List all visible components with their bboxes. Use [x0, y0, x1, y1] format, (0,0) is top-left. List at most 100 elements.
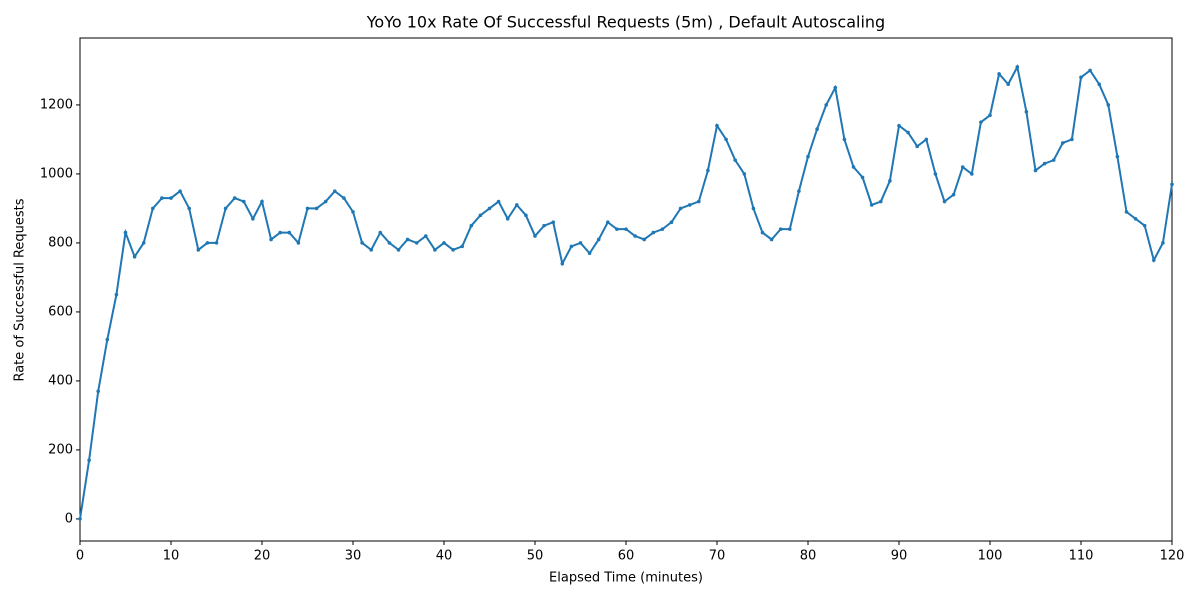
data-point	[769, 237, 774, 242]
data-point	[405, 237, 410, 242]
data-point	[651, 230, 656, 235]
data-point	[578, 241, 583, 245]
x-tick-label: 30	[345, 549, 362, 564]
data-point	[560, 261, 565, 266]
data-point	[942, 199, 947, 204]
data-point	[760, 230, 765, 235]
data-point	[642, 237, 646, 242]
data-point	[569, 244, 574, 249]
data-point	[351, 210, 355, 214]
data-point	[1088, 68, 1092, 73]
data-point	[606, 220, 610, 225]
data-point	[924, 137, 929, 142]
data-point	[888, 179, 892, 183]
data-point	[851, 165, 856, 169]
chart-title: YoYo 10x Rate Of Successful Requests (5m…	[366, 13, 885, 32]
x-tick-label: 50	[527, 549, 544, 564]
x-tick-label: 80	[800, 549, 817, 564]
x-tick-label: 10	[163, 549, 180, 564]
data-point	[815, 127, 819, 131]
data-point	[860, 175, 865, 180]
x-tick-label: 20	[254, 549, 271, 564]
data-point	[278, 230, 283, 235]
data-point	[697, 199, 701, 204]
data-point	[205, 241, 210, 245]
y-tick-label: 0	[65, 511, 73, 526]
data-point	[869, 203, 874, 207]
data-point	[1097, 82, 1101, 87]
x-tick-label: 100	[978, 549, 1003, 564]
data-point	[788, 227, 792, 231]
data-point	[1042, 161, 1047, 166]
y-tick-label: 800	[48, 235, 73, 250]
data-point	[1079, 75, 1083, 80]
data-point	[687, 203, 692, 207]
data-point	[633, 234, 637, 238]
data-point	[1152, 258, 1156, 262]
data-point	[915, 144, 919, 149]
data-point	[533, 234, 537, 238]
data-point	[287, 230, 292, 235]
data-point	[1061, 141, 1065, 145]
data-point	[87, 458, 91, 463]
data-point	[824, 103, 828, 107]
data-point	[296, 241, 301, 245]
data-point	[906, 130, 910, 135]
data-point	[706, 168, 710, 173]
data-point	[970, 172, 974, 176]
data-point	[196, 248, 201, 252]
y-tick-label: 400	[48, 373, 73, 388]
data-point	[724, 137, 728, 142]
data-point	[114, 292, 119, 297]
data-point	[223, 206, 228, 211]
data-point	[1015, 65, 1020, 69]
data-point	[1133, 216, 1138, 221]
data-point	[1033, 168, 1038, 173]
data-point	[1161, 241, 1165, 245]
data-point	[396, 248, 401, 252]
data-point	[314, 206, 319, 211]
data-line	[79, 64, 1173, 520]
data-point	[624, 227, 628, 231]
data-point	[323, 199, 328, 204]
data-point	[524, 213, 528, 218]
data-point	[378, 230, 383, 235]
data-point	[187, 206, 191, 211]
data-point	[742, 172, 747, 176]
data-point	[678, 206, 683, 211]
data-point	[596, 237, 601, 242]
data-point	[160, 196, 164, 200]
data-point	[587, 251, 592, 256]
data-point	[960, 165, 965, 169]
data-point	[1106, 103, 1111, 107]
data-point	[251, 216, 255, 221]
data-point	[842, 137, 847, 142]
data-point	[1124, 210, 1129, 214]
x-tick-label: 120	[1160, 549, 1185, 564]
data-point	[797, 189, 801, 193]
data-point	[460, 244, 465, 249]
data-point	[141, 241, 146, 245]
data-point	[933, 172, 938, 176]
data-point	[487, 206, 492, 211]
data-point	[1051, 158, 1056, 162]
data-point	[305, 206, 310, 211]
data-point	[733, 158, 737, 162]
data-point	[96, 389, 100, 394]
data-point	[360, 241, 364, 245]
data-point	[132, 254, 137, 259]
data-point	[615, 227, 619, 231]
data-point	[751, 206, 756, 211]
data-point	[979, 120, 983, 124]
data-point	[178, 189, 182, 193]
data-point	[715, 123, 719, 128]
data-point	[806, 154, 810, 159]
data-point	[778, 227, 783, 231]
data-point	[1070, 137, 1074, 142]
data-point	[105, 337, 110, 342]
data-point	[542, 223, 546, 228]
data-point	[414, 241, 419, 245]
x-tick-label: 110	[1069, 549, 1094, 564]
x-axis-label: Elapsed Time (minutes)	[549, 571, 703, 586]
